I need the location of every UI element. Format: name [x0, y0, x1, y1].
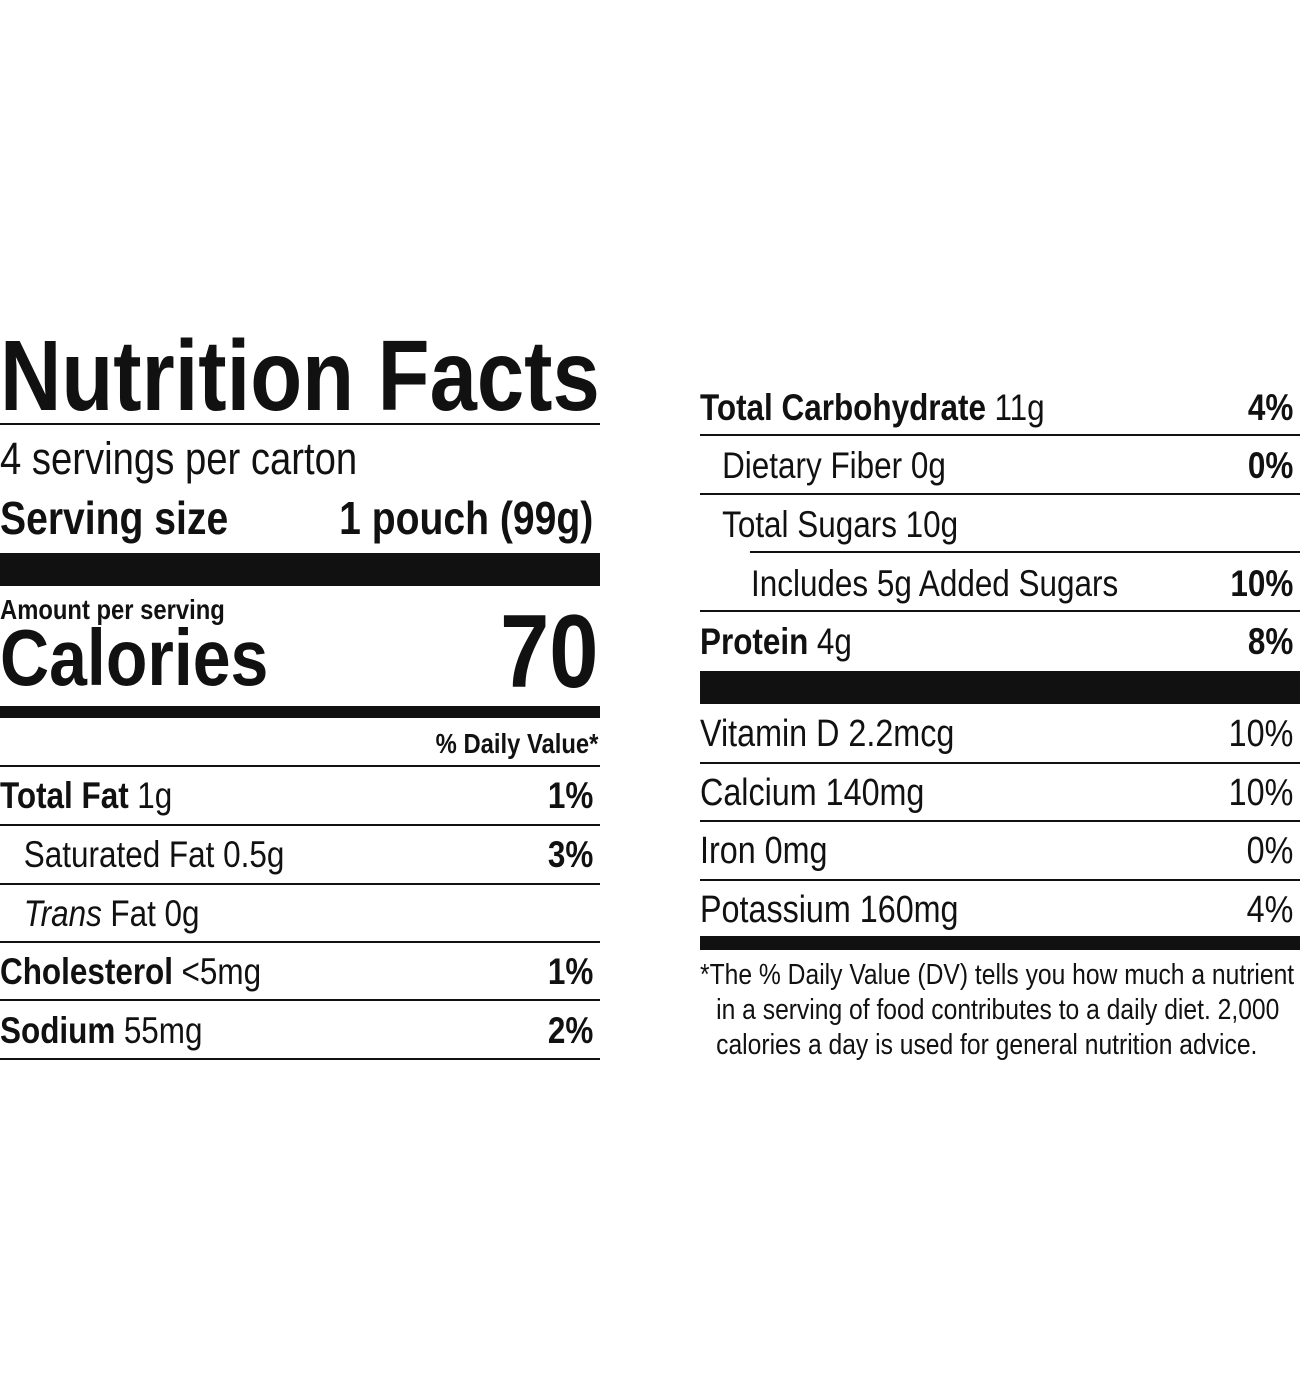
amount-text: Amount per serving — [0, 594, 225, 625]
nutrient-row: Total Sugars 10g — [700, 497, 1293, 553]
nutrient-name: Sodium — [0, 1010, 116, 1051]
vitamin-dv: 10% — [1228, 712, 1294, 755]
nutrient-dv: 0% — [1247, 445, 1294, 486]
title-text: Nutrition Facts — [0, 319, 600, 432]
vitamin-name: Calcium 140mg — [700, 771, 925, 814]
nutrient-row: Saturated Fat 0.5g 3% — [0, 827, 593, 883]
calories-label: Calories — [0, 613, 269, 702]
nutrient-row: Includes 5g Added Sugars 10% — [700, 556, 1293, 612]
serving-size-value: 1 pouch (99g) — [339, 492, 594, 544]
nutrient-name: Protein — [700, 621, 809, 662]
thick-bar — [700, 671, 1300, 704]
nutrient-amount: 1g — [137, 775, 173, 816]
nutrient-dv: 2% — [547, 1010, 594, 1051]
nutrient-dv: 1% — [547, 775, 594, 816]
nutrient-row: Sodium 55mg 2% — [0, 1003, 593, 1059]
nutrient-amount: 11g — [994, 387, 1045, 428]
servings: 4 servings per carton — [0, 433, 600, 485]
servings-text: 4 servings per carton — [0, 433, 358, 484]
nutrient-row: Total Fat 1g 1% — [0, 768, 593, 824]
nutrient-name: Total Sugars 10g — [722, 504, 959, 545]
rule — [0, 883, 600, 885]
thick-bar — [0, 706, 600, 718]
rule — [0, 765, 600, 767]
amount-per-serving: Amount per serving — [0, 594, 600, 626]
rule — [0, 824, 600, 826]
rule — [700, 434, 1300, 436]
nutrient-dv: 8% — [1247, 621, 1294, 662]
nutrient-name: Includes 5g Added Sugars — [751, 563, 1119, 604]
nutrient-dv: 1% — [547, 951, 594, 992]
serving-size-label: Serving size — [0, 492, 229, 544]
vitamin-name: Potassium 160mg — [700, 888, 959, 931]
nutrient-name: Trans — [23, 893, 102, 934]
nutrient-row: Protein 4g 8% — [700, 614, 1293, 670]
calories: Calories 70 — [0, 600, 598, 704]
vitamin-row: Calcium 140mg 10% — [700, 765, 1293, 821]
nutrient-name: Saturated Fat 0.5g — [23, 834, 285, 875]
vitamin-dv: 10% — [1228, 771, 1294, 814]
rule — [700, 493, 1300, 495]
vitamin-row: Iron 0mg 0% — [700, 823, 1293, 879]
dv-header: % Daily Value* — [0, 726, 599, 762]
vitamin-row: Potassium 160mg 4% — [700, 882, 1293, 938]
nutrient-row: Total Carbohydrate 11g 4% — [700, 380, 1293, 436]
calories-value: 70 — [500, 594, 599, 710]
nutrient-amount: 4g — [816, 621, 852, 662]
nutrient-name: Total Fat — [0, 775, 129, 816]
dv-header-text: % Daily Value* — [435, 728, 599, 759]
nutrient-row: Trans Fat 0g — [0, 886, 593, 942]
thick-bar — [700, 936, 1300, 950]
nutrient-dv: 10% — [1230, 563, 1294, 604]
nutrient-dv: 4% — [1247, 387, 1294, 428]
vitamin-name: Vitamin D 2.2mcg — [700, 712, 955, 755]
vitamin-name: Iron 0mg — [700, 829, 828, 872]
rule — [700, 820, 1300, 822]
nutrient-name: Total Carbohydrate — [700, 387, 986, 428]
rule — [0, 999, 600, 1001]
rule — [700, 879, 1300, 881]
rule — [0, 941, 600, 943]
nutrient-row: Dietary Fiber 0g 0% — [700, 438, 1293, 494]
nutrient-amount: 55mg — [123, 1010, 203, 1051]
nutrient-amount: <5mg — [181, 951, 262, 992]
rule — [750, 551, 1300, 553]
vitamin-dv: 4% — [1246, 888, 1294, 931]
rule — [0, 1058, 600, 1060]
rule — [0, 423, 600, 425]
nutrient-amount: Fat 0g — [110, 893, 200, 934]
footnote: *The % Daily Value (DV) tells you how mu… — [700, 959, 1295, 1061]
nutrient-row: Cholesterol <5mg 1% — [0, 944, 593, 1000]
vitamin-row: Vitamin D 2.2mcg 10% — [700, 706, 1293, 762]
nutrient-name: Cholesterol — [0, 951, 174, 992]
rule — [700, 762, 1300, 764]
thick-bar — [0, 553, 600, 586]
serving-size: Serving size 1 pouch (99g) — [0, 491, 593, 545]
vitamin-dv: 0% — [1246, 829, 1294, 872]
nutrient-dv: 3% — [547, 834, 594, 875]
title: Nutrition Facts — [0, 320, 600, 432]
rule — [700, 610, 1300, 612]
nutrient-name: Dietary Fiber 0g — [722, 445, 946, 486]
